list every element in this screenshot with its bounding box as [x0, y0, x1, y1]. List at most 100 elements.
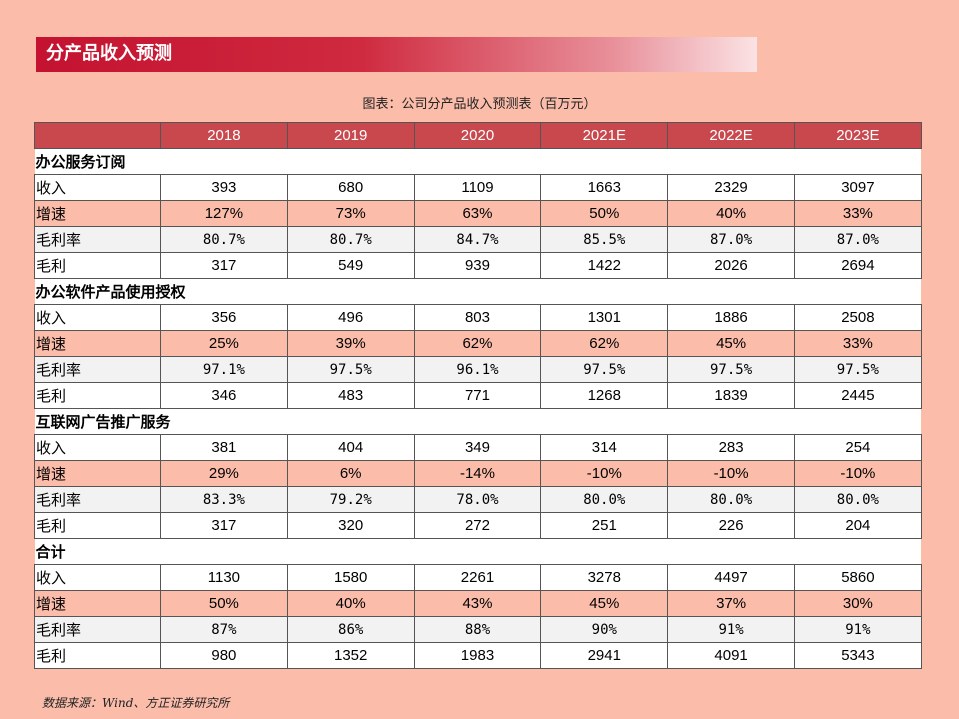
table-body: 办公服务订阅 收入 393 680 1109 1663 2329 3097 增速 127% 73% 6…: [34, 148, 922, 669]
table-cell: 2445: [793, 382, 922, 409]
table-cell: 3278: [540, 564, 669, 591]
table-cell: 88%: [413, 616, 542, 643]
table-row: 毛利 980 1352 1983 2941 4091 5343: [34, 642, 922, 669]
table-cell: 29%: [160, 460, 288, 487]
table-cell: 91%: [793, 616, 922, 643]
table-cell: 404: [286, 434, 415, 461]
column-header: 2023E: [793, 122, 922, 149]
table-cell: 317: [160, 512, 288, 539]
table-cell: 62%: [540, 330, 669, 357]
table-cell: 1886: [667, 304, 795, 331]
table-cell: 496: [286, 304, 415, 331]
table-cell: 226: [667, 512, 795, 539]
table-cell: 80.0%: [540, 486, 669, 513]
table-cell: 86%: [286, 616, 415, 643]
table-cell: 80.7%: [286, 226, 415, 253]
table-cell: 771: [413, 382, 542, 409]
table-cell: 62%: [413, 330, 542, 357]
table-cell: 97.5%: [667, 356, 795, 383]
table-cell: 320: [286, 512, 415, 539]
table-cell: 78.0%: [413, 486, 542, 513]
table-cell: 1130: [160, 564, 288, 591]
table-cell: 356: [160, 304, 288, 331]
table-cell: 381: [160, 434, 288, 461]
table-row: 增速 50% 40% 43% 45% 37% 30%: [34, 590, 922, 617]
table-cell: 254: [793, 434, 922, 461]
table-cell: 1422: [540, 252, 669, 279]
table-cell: 1109: [413, 174, 542, 201]
section-header-row: 互联网广告推广服务: [34, 408, 922, 435]
table-cell: 97.1%: [160, 356, 288, 383]
table-row: 毛利率 87% 86% 88% 90% 91% 91%: [34, 616, 922, 643]
table-cell: 283: [667, 434, 795, 461]
section-name: 办公服务订阅: [34, 148, 922, 175]
table-cell: 1663: [540, 174, 669, 201]
table-cell: 5860: [793, 564, 922, 591]
table-cell: 4497: [667, 564, 795, 591]
table-cell: 393: [160, 174, 288, 201]
table-cell: 79.2%: [286, 486, 415, 513]
table-cell: 680: [286, 174, 415, 201]
table-cell: 6%: [286, 460, 415, 487]
row-label-margin: 毛利率: [34, 226, 161, 253]
table-cell: 80.0%: [667, 486, 795, 513]
row-label-gross-profit: 毛利: [34, 512, 161, 539]
table-cell: 83.3%: [160, 486, 288, 513]
table-cell: 349: [413, 434, 542, 461]
table-cell: 2694: [793, 252, 922, 279]
column-header: 2021E: [540, 122, 669, 149]
section-header-row: 合计: [34, 538, 922, 565]
table-cell: 97.5%: [793, 356, 922, 383]
table-cell: 4091: [667, 642, 795, 669]
table-row: 毛利 317 320 272 251 226 204: [34, 512, 922, 539]
table-cell: 2026: [667, 252, 795, 279]
header-corner: [34, 122, 161, 149]
header-row: 2018 2019 2020 2021E 2022E 2023E: [34, 122, 922, 149]
table-cell: 63%: [413, 200, 542, 227]
table-cell: 980: [160, 642, 288, 669]
section-title: 分产品收入预测: [46, 43, 172, 64]
table-row: 毛利率 97.1% 97.5% 96.1% 97.5% 97.5% 97.5%: [34, 356, 922, 383]
table-row: 增速 29% 6% -14% -10% -10% -10%: [34, 460, 922, 487]
table-cell: 25%: [160, 330, 288, 357]
section-name: 合计: [34, 538, 922, 565]
table-cell: -10%: [793, 460, 922, 487]
table-cell: 251: [540, 512, 669, 539]
table-cell: 346: [160, 382, 288, 409]
table-cell: 2941: [540, 642, 669, 669]
table-cell: 37%: [667, 590, 795, 617]
table-cell: 87%: [160, 616, 288, 643]
section-name: 互联网广告推广服务: [34, 408, 922, 435]
table-cell: 5343: [793, 642, 922, 669]
table-cell: 2329: [667, 174, 795, 201]
table-cell: 1352: [286, 642, 415, 669]
row-label-gross-profit: 毛利: [34, 642, 161, 669]
table-row: 增速 127% 73% 63% 50% 40% 33%: [34, 200, 922, 227]
row-label-growth: 增速: [34, 460, 161, 487]
row-label-growth: 增速: [34, 330, 161, 357]
section-header-row: 办公服务订阅: [34, 148, 922, 175]
table-row: 收入 356 496 803 1301 1886 2508: [34, 304, 922, 331]
table-cell: 3097: [793, 174, 922, 201]
table-row: 毛利 346 483 771 1268 1839 2445: [34, 382, 922, 409]
table-cell: -10%: [540, 460, 669, 487]
forecast-table: 2018 2019 2020 2021E 2022E 2023E 办公服务订阅收…: [34, 122, 922, 669]
data-source-note: 数据来源：Wind、方正证券研究所: [42, 696, 230, 710]
table-row: 毛利率 80.7% 80.7% 84.7% 85.5% 87.0% 87.0%: [34, 226, 922, 253]
table-cell: -14%: [413, 460, 542, 487]
table-cell: 96.1%: [413, 356, 542, 383]
table-cell: 1301: [540, 304, 669, 331]
table-cell: 30%: [793, 590, 922, 617]
table-cell: 80.0%: [793, 486, 922, 513]
table-cell: 91%: [667, 616, 795, 643]
table-cell: 39%: [286, 330, 415, 357]
table-row: 收入 381 404 349 314 283 254: [34, 434, 922, 461]
table-cell: 97.5%: [540, 356, 669, 383]
table-cell: 97.5%: [286, 356, 415, 383]
row-label-growth: 增速: [34, 590, 161, 617]
table-cell: 45%: [667, 330, 795, 357]
row-label-margin: 毛利率: [34, 616, 161, 643]
table-row: 增速 25% 39% 62% 62% 45% 33%: [34, 330, 922, 357]
column-header: 2020: [413, 122, 542, 149]
table-cell: 272: [413, 512, 542, 539]
